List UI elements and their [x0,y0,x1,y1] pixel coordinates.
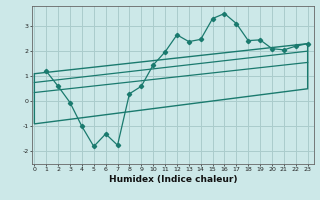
X-axis label: Humidex (Indice chaleur): Humidex (Indice chaleur) [108,175,237,184]
